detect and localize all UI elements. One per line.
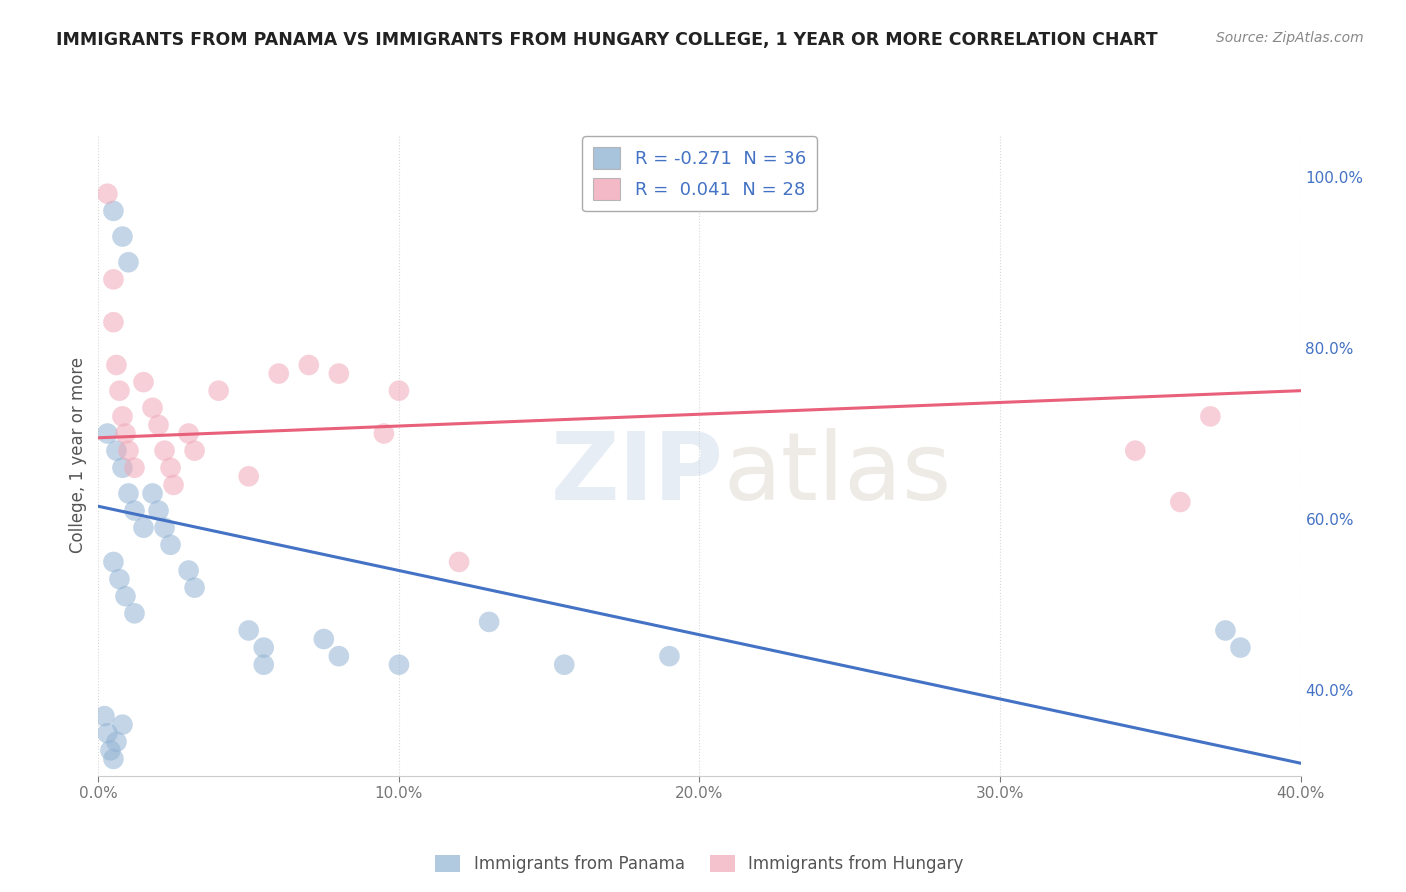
Point bbox=[111, 460, 134, 475]
Point bbox=[148, 503, 170, 517]
Point bbox=[117, 443, 139, 458]
Point bbox=[114, 426, 136, 441]
Point bbox=[105, 358, 128, 372]
Point bbox=[267, 367, 290, 381]
Point bbox=[132, 375, 155, 389]
Point bbox=[298, 358, 321, 372]
Y-axis label: College, 1 year or more: College, 1 year or more bbox=[69, 357, 87, 553]
Point bbox=[100, 743, 122, 757]
Point bbox=[162, 478, 184, 492]
Point bbox=[105, 443, 128, 458]
Point bbox=[153, 443, 176, 458]
Point bbox=[388, 657, 411, 672]
Point bbox=[1215, 624, 1237, 638]
Point bbox=[103, 315, 125, 329]
Point bbox=[117, 486, 139, 500]
Point bbox=[328, 367, 350, 381]
Legend: Immigrants from Panama, Immigrants from Hungary: Immigrants from Panama, Immigrants from … bbox=[429, 848, 970, 880]
Point bbox=[117, 255, 139, 269]
Point bbox=[159, 460, 181, 475]
Point bbox=[447, 555, 470, 569]
Point bbox=[148, 417, 170, 432]
Point bbox=[105, 735, 128, 749]
Text: IMMIGRANTS FROM PANAMA VS IMMIGRANTS FROM HUNGARY COLLEGE, 1 YEAR OR MORE CORREL: IMMIGRANTS FROM PANAMA VS IMMIGRANTS FRO… bbox=[56, 31, 1159, 49]
Point bbox=[183, 581, 205, 595]
Point bbox=[124, 503, 146, 517]
Point bbox=[108, 572, 131, 586]
Point bbox=[253, 640, 276, 655]
Point bbox=[312, 632, 335, 646]
Text: Source: ZipAtlas.com: Source: ZipAtlas.com bbox=[1216, 31, 1364, 45]
Point bbox=[183, 443, 205, 458]
Point bbox=[108, 384, 131, 398]
Point bbox=[96, 426, 118, 441]
Point bbox=[103, 203, 125, 218]
Point bbox=[103, 555, 125, 569]
Point bbox=[153, 521, 176, 535]
Point bbox=[132, 521, 155, 535]
Point bbox=[1170, 495, 1192, 509]
Point bbox=[553, 657, 575, 672]
Point bbox=[328, 649, 350, 664]
Point bbox=[124, 607, 146, 621]
Point bbox=[141, 401, 163, 415]
Point bbox=[1123, 443, 1146, 458]
Point bbox=[103, 272, 125, 286]
Point bbox=[253, 657, 276, 672]
Point bbox=[478, 615, 501, 629]
Point bbox=[159, 538, 181, 552]
Point bbox=[658, 649, 681, 664]
Point bbox=[96, 186, 118, 201]
Point bbox=[1199, 409, 1222, 424]
Text: atlas: atlas bbox=[724, 428, 952, 520]
Point bbox=[238, 469, 260, 483]
Point bbox=[373, 426, 395, 441]
Point bbox=[388, 384, 411, 398]
Point bbox=[111, 717, 134, 731]
Text: ZIP: ZIP bbox=[551, 428, 724, 520]
Point bbox=[111, 229, 134, 244]
Point bbox=[114, 589, 136, 603]
Point bbox=[177, 564, 200, 578]
Point bbox=[208, 384, 231, 398]
Point bbox=[124, 460, 146, 475]
Point bbox=[96, 726, 118, 740]
Point bbox=[1229, 640, 1251, 655]
Point bbox=[111, 409, 134, 424]
Point bbox=[238, 624, 260, 638]
Point bbox=[103, 752, 125, 766]
Point bbox=[141, 486, 163, 500]
Point bbox=[93, 709, 115, 723]
Point bbox=[177, 426, 200, 441]
